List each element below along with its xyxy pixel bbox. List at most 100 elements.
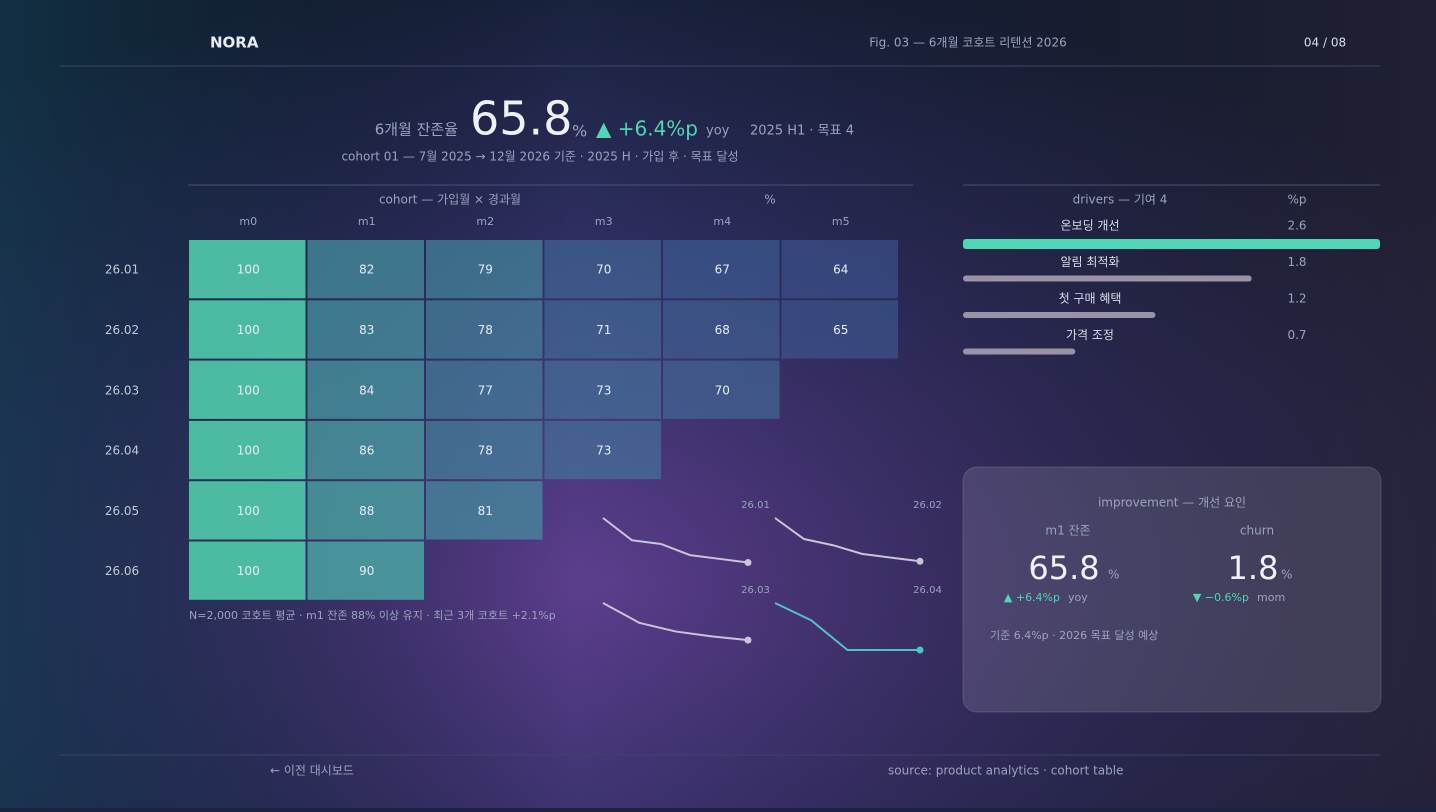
row-label: 26.03 — [105, 383, 139, 397]
cell-label: 70 — [596, 263, 611, 277]
cell-label: 100 — [237, 323, 260, 337]
panel-title: 26.01 — [741, 500, 770, 511]
column-label: m1 — [358, 215, 376, 228]
bar-value: 1.8 — [1287, 255, 1306, 269]
heatmap-cell — [663, 300, 780, 359]
stat-unit: % — [1281, 568, 1292, 582]
row-label: 26.06 — [105, 564, 139, 578]
heatmap-cell — [544, 420, 661, 480]
heatmap-cell — [426, 481, 543, 540]
stat-note: yoy — [1068, 591, 1088, 604]
column-label: m4 — [713, 215, 731, 228]
heatmap-cell — [426, 420, 543, 480]
cell-label: 70 — [715, 383, 730, 397]
cell-label: 86 — [359, 444, 374, 458]
column-label: m3 — [595, 215, 613, 228]
heatmap-cell — [426, 360, 543, 419]
figure-title: Fig. 03 — 6개월 코호트 리텐션 2026 — [869, 36, 1066, 50]
cell-label: 81 — [478, 504, 493, 518]
stat-value: 1.8 — [1228, 549, 1279, 587]
cell-label: 78 — [478, 444, 493, 458]
sparkline — [602, 517, 749, 564]
cell-label: 78 — [478, 323, 493, 337]
column-label: m2 — [476, 215, 494, 228]
bar — [963, 239, 1380, 249]
hero-subline: cohort 01 — 7월 2025 → 12월 2026 기준 · 2025… — [341, 150, 738, 164]
cell-label: 83 — [359, 323, 374, 337]
stat-label: churn — [1240, 524, 1274, 538]
sparkline-end — [744, 636, 752, 644]
heatmap-cell — [307, 481, 424, 540]
row-label: 26.04 — [105, 444, 139, 458]
row-label: 26.02 — [105, 323, 139, 337]
cell-label: 73 — [596, 383, 611, 397]
cell-label: 100 — [237, 383, 260, 397]
panel-title: 26.04 — [913, 585, 942, 596]
row-label: 26.05 — [105, 504, 139, 518]
heatmap-unit: % — [764, 193, 775, 207]
stat-delta: ▼ −0.6%p — [1193, 591, 1249, 604]
heatmap-cell — [189, 240, 306, 299]
sparkline-end — [744, 559, 752, 567]
bar — [963, 275, 1252, 282]
row-label: 26.01 — [105, 263, 139, 277]
hero-value: 65.8 — [470, 92, 572, 146]
bar — [963, 312, 1156, 318]
summary-title: improvement — 개선 요인 — [1098, 496, 1246, 510]
cell-label: 64 — [833, 263, 848, 277]
heatmap-cell — [189, 541, 306, 600]
cell-label: 100 — [237, 263, 260, 277]
sparkline-end — [916, 646, 924, 654]
hero-unit: % — [572, 122, 587, 141]
cell-label: 65 — [833, 323, 848, 337]
sparkline — [774, 517, 921, 563]
cell-label: 90 — [359, 564, 374, 578]
cell-label: 100 — [237, 444, 260, 458]
column-label: m5 — [832, 215, 850, 228]
bar-value: 1.2 — [1287, 292, 1306, 306]
heatmap-cell — [307, 360, 424, 419]
heatmap-cell — [189, 481, 306, 540]
stat-note: mom — [1257, 591, 1285, 604]
cell-label: 100 — [237, 504, 260, 518]
stat-delta: ▲ +6.4%p — [1004, 591, 1060, 604]
cell-label: 68 — [715, 323, 730, 337]
heatmap-cell — [544, 240, 661, 299]
heatmap-cell — [663, 360, 780, 419]
cell-label: 79 — [478, 263, 493, 277]
stat-label: m1 잔존 — [1045, 524, 1090, 538]
sparkline — [602, 602, 749, 642]
bar-value: 0.7 — [1287, 328, 1306, 342]
cell-label: 88 — [359, 504, 374, 518]
hero-label: 6개월 잔존율 — [375, 121, 458, 139]
heatmap-cell — [544, 300, 661, 359]
heatmap-cell — [307, 541, 424, 600]
heatmap-cell — [781, 300, 898, 359]
bar-label: 가격 조정 — [1066, 328, 1114, 342]
heatmap-cell — [307, 240, 424, 299]
cell-label: 71 — [596, 323, 611, 337]
column-label: m0 — [239, 215, 257, 228]
cell-label: 73 — [596, 444, 611, 458]
heatmap-cell — [781, 240, 898, 299]
footer-source: source: product analytics · cohort table — [888, 764, 1124, 778]
summary-footnote: 기준 6.4%p · 2026 목표 달성 예상 — [990, 629, 1158, 642]
stat-value: 65.8 — [1028, 549, 1099, 587]
bar-label: 온보딩 개선 — [1060, 219, 1119, 233]
heatmap-cell — [307, 420, 424, 480]
heatmap-cell — [426, 240, 543, 299]
sparkline — [774, 602, 920, 651]
heatmap-cell — [189, 300, 306, 359]
cell-label: 82 — [359, 263, 374, 277]
panel-title: 26.03 — [741, 585, 770, 596]
footer-back[interactable]: ← 이전 대시보드 — [270, 764, 354, 778]
cell-label: 84 — [359, 383, 374, 397]
hero-delta-note: yoy — [706, 124, 730, 139]
page-number: 04 / 08 — [1304, 36, 1346, 50]
hero-delta: ▲ +6.4%p — [596, 117, 698, 141]
bar-value: 2.6 — [1287, 219, 1306, 233]
bar-label: 첫 구매 혜택 — [1059, 292, 1122, 306]
sparkline-end — [916, 557, 924, 565]
heatmap-note: N=2,000 코호트 평균 · m1 잔존 88% 이상 유지 · 최근 3개… — [189, 609, 556, 622]
